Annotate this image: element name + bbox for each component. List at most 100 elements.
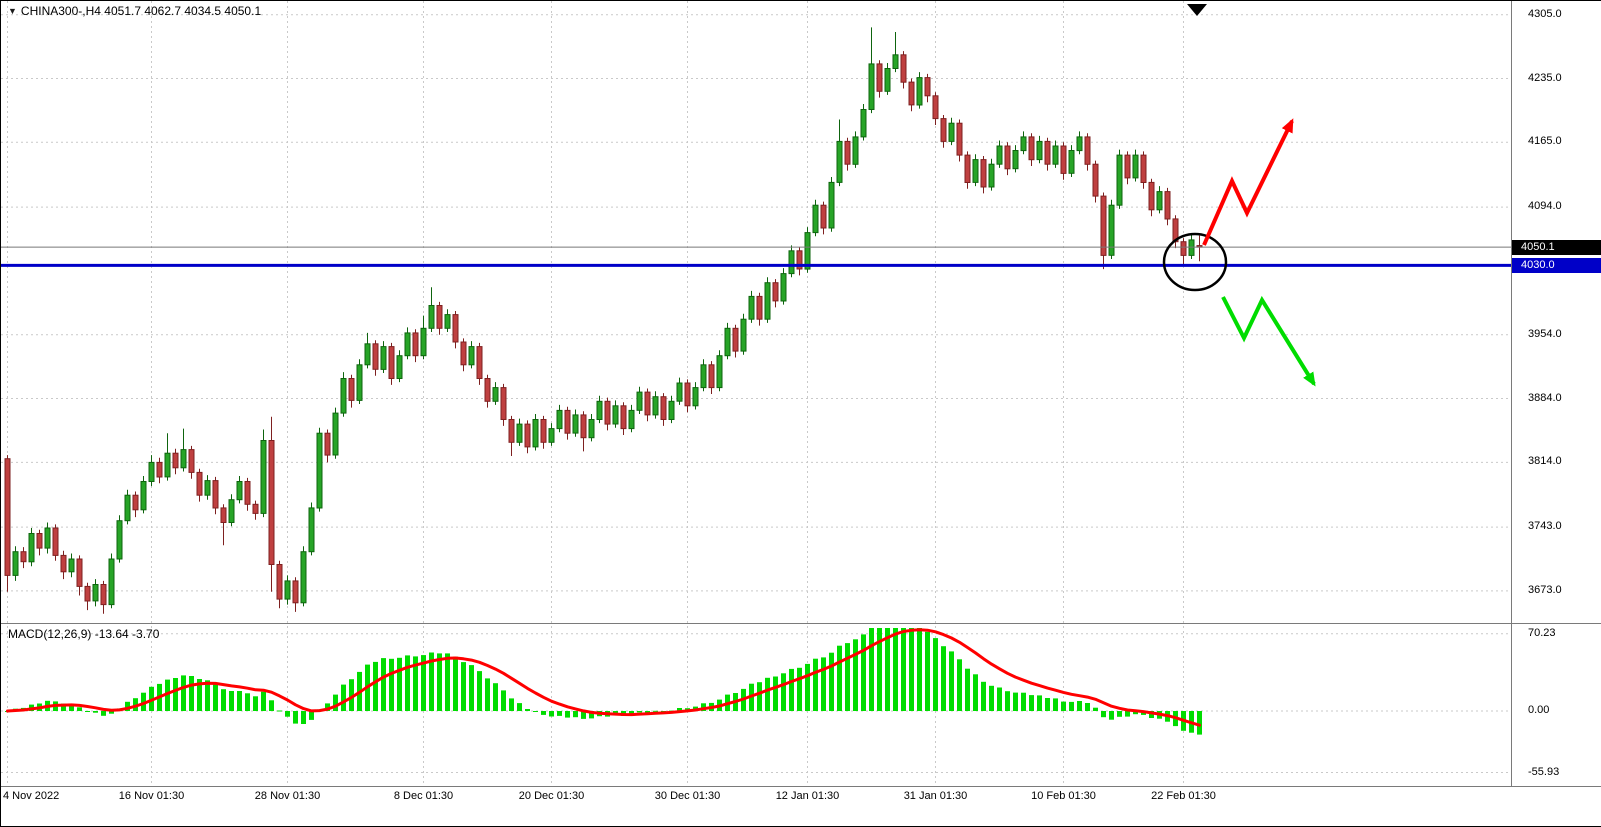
macd-histogram-bar — [109, 711, 114, 714]
macd-histogram-bar — [573, 711, 578, 718]
time-tick-label: 12 Jan 01:30 — [775, 790, 840, 802]
candle-body — [500, 387, 507, 421]
macd-histogram-bar — [141, 692, 146, 711]
macd-histogram-bar — [1013, 692, 1018, 711]
candle-body — [108, 558, 115, 606]
candle-body — [532, 419, 539, 448]
candle-body — [1188, 239, 1195, 256]
price-axis[interactable]: 4305.0 4235.0 4165.0 4094.0 3954.0 3884.0 3814… — [1512, 1, 1601, 786]
candle-body — [804, 232, 811, 270]
candle-body — [124, 494, 131, 522]
macd-histogram-bar — [405, 655, 410, 711]
bearish-scenario-arrow[interactable] — [1221, 295, 1316, 387]
time-tick-label: 10 Feb 01:30 — [1031, 790, 1096, 802]
candle-body — [820, 204, 827, 229]
macd-histogram-bar — [437, 653, 442, 711]
candle-body — [748, 295, 755, 320]
candle-body — [268, 440, 275, 565]
candle-body — [148, 461, 155, 482]
macd-histogram-bar — [989, 685, 994, 711]
macd-histogram-bar — [877, 628, 882, 711]
candle-body — [860, 109, 867, 138]
candle-body — [228, 499, 235, 524]
candle-body — [116, 520, 123, 560]
candle-body — [364, 343, 371, 366]
axis-tick-label: 3884.0 — [1528, 392, 1562, 404]
time-tick-label: 30 Dec 01:30 — [654, 790, 721, 802]
candle-body — [852, 136, 859, 165]
candle-body — [964, 154, 971, 184]
macd-histogram-bar — [349, 679, 354, 711]
time-tick-label: 4 Nov 2022 — [3, 790, 60, 802]
macd-histogram-bar — [581, 711, 586, 719]
candle-body — [580, 414, 587, 439]
macd-histogram-bar — [85, 711, 90, 712]
macd-histogram-bar — [341, 684, 346, 711]
candle-body — [36, 533, 43, 549]
candle-body — [740, 318, 747, 352]
current-price-badge: 4050.1 — [1512, 240, 1601, 255]
macd-histogram-bar — [61, 703, 66, 711]
candle-body — [1124, 154, 1131, 179]
candle-body — [492, 387, 499, 402]
axis-tick-label: 0.00 — [1528, 704, 1550, 716]
macd-histogram-bar — [213, 684, 218, 711]
candle-body — [164, 452, 171, 478]
bullish-scenario-arrow[interactable] — [1202, 118, 1294, 246]
candle-body — [1156, 191, 1163, 211]
axis-tick-label: 3954.0 — [1528, 328, 1562, 340]
candle-body — [956, 122, 963, 156]
candle-body — [876, 63, 883, 92]
symbol-period-label: CHINA300-,H4 — [20, 4, 101, 18]
highlight-circle[interactable] — [1162, 232, 1228, 292]
candle-body — [700, 364, 707, 389]
macd-histogram-bar — [445, 653, 450, 711]
macd-histogram-bar — [637, 711, 642, 713]
candle-body — [84, 585, 91, 602]
macd-histogram-bar — [1037, 695, 1042, 711]
macd-histogram-bar — [309, 711, 314, 720]
pane-divider[interactable] — [1, 623, 1601, 624]
axis-tick-label: 3743.0 — [1528, 520, 1562, 532]
chart-shift-marker-icon — [1187, 4, 1207, 16]
candle-body — [948, 122, 955, 142]
candle-body — [156, 461, 163, 478]
candle-body — [708, 364, 715, 389]
axis-tick-label: 3673.0 — [1528, 584, 1562, 596]
candle-body — [1028, 136, 1035, 161]
candle-body — [540, 419, 547, 443]
candle-body — [68, 558, 75, 573]
macd-histogram-bar — [949, 651, 954, 711]
candle-body — [12, 551, 19, 576]
macd-histogram-bar — [301, 711, 306, 724]
candle-body — [316, 432, 323, 509]
macd-histogram-bar — [69, 704, 74, 711]
macd-histogram-bar — [629, 711, 634, 715]
candle-body — [300, 551, 307, 604]
candle-body — [628, 409, 635, 430]
candle-body — [396, 355, 403, 380]
macd-histogram-bar — [1125, 711, 1130, 717]
macd-histogram-bar — [805, 663, 810, 711]
macd-histogram-bar — [277, 710, 282, 712]
macd-indicator-label: MACD(12,26,9) -13.64 -3.70 — [8, 627, 160, 641]
candle-body — [348, 378, 355, 401]
line-price-badge: 4030.0 — [1512, 258, 1601, 273]
candle-body — [588, 419, 595, 439]
macd-histogram-bar — [77, 707, 82, 711]
candle-body — [132, 494, 139, 511]
macd-histogram-bar — [645, 711, 650, 713]
candle-body — [180, 449, 187, 469]
candle-body — [1004, 145, 1011, 170]
macd-histogram-bar — [477, 671, 482, 711]
time-axis[interactable]: 4 Nov 2022 16 Nov 01:30 28 Nov 01:30 8 Dec … — [1, 788, 1512, 808]
candle-body — [892, 54, 899, 69]
macd-histogram-bar — [205, 680, 210, 711]
macd-histogram-bar — [165, 679, 170, 711]
macd-histogram-bar — [813, 658, 818, 711]
macd-histogram-bar — [861, 634, 866, 711]
candle-body — [668, 400, 675, 420]
candle-body — [100, 584, 107, 606]
